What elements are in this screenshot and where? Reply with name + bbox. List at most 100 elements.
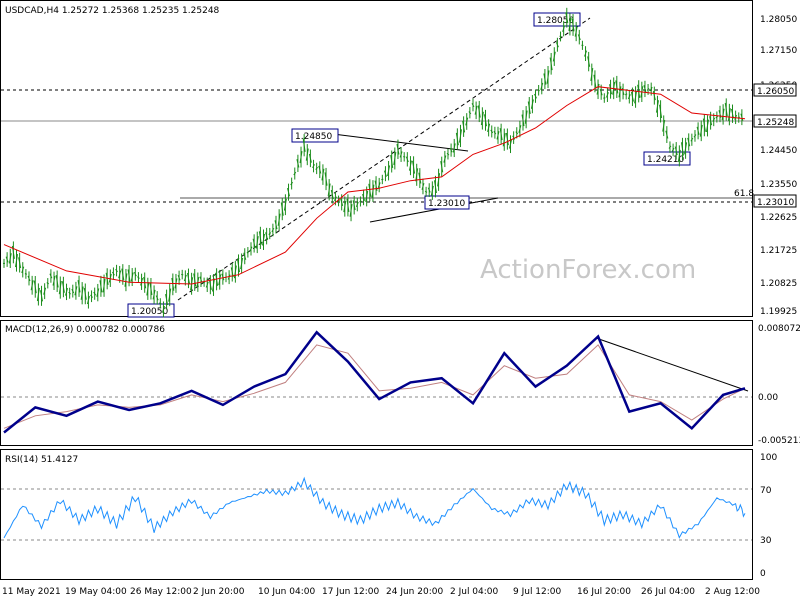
- candle-body: [502, 133, 506, 147]
- candle-body: [115, 269, 118, 273]
- candle-body: [684, 142, 688, 155]
- candle-body: [221, 273, 225, 281]
- candle-body: [302, 138, 306, 152]
- candle-body: [49, 273, 53, 279]
- x-tick: 17 Jun 12:00: [322, 587, 379, 597]
- candle-body: [543, 73, 547, 85]
- candle-body: [330, 189, 334, 200]
- candle-body: [665, 130, 669, 139]
- candle-body: [5, 256, 9, 263]
- candle-body: [77, 280, 81, 293]
- candle-body: [568, 17, 572, 32]
- candle-body: [349, 204, 353, 217]
- candle-body: [36, 287, 40, 302]
- price-tick: 1.23550: [760, 180, 797, 190]
- candle-body: [480, 111, 484, 126]
- candle-body: [149, 282, 153, 296]
- price-tick: 1.22625: [760, 213, 797, 223]
- candle-body: [127, 269, 131, 282]
- candle-body: [377, 182, 381, 188]
- candle-body: [702, 118, 706, 132]
- candle-body: [265, 232, 269, 241]
- candle-body: [181, 273, 184, 276]
- candle-body: [677, 149, 681, 162]
- candle-body: [624, 93, 628, 96]
- trend-line-dashed: [177, 17, 591, 301]
- x-tick: 24 Jun 20:00: [386, 587, 443, 597]
- candle-body: [211, 278, 215, 292]
- annotation-box: [424, 195, 470, 210]
- rsi-series: [3, 476, 746, 539]
- candle-body: [449, 147, 453, 153]
- candle-body: [474, 105, 478, 115]
- candle-body: [659, 104, 663, 119]
- candle-body: [71, 288, 75, 294]
- candle-body: [721, 108, 725, 121]
- candle-body: [740, 113, 744, 121]
- candle-body: [471, 103, 475, 108]
- candle-body: [262, 233, 265, 246]
- candle-body: [118, 270, 122, 279]
- candle-body: [74, 286, 78, 296]
- candle-body: [540, 82, 544, 90]
- candle-body: [315, 166, 319, 170]
- candle-body: [355, 201, 359, 208]
- candle-body: [465, 117, 469, 126]
- candle-body: [649, 86, 653, 92]
- triangle-bottom-line: [369, 197, 499, 223]
- moving-average-line: [3, 86, 746, 285]
- candle-body: [584, 50, 588, 57]
- rsi-tick: 30: [760, 536, 772, 546]
- candle-body: [321, 168, 325, 181]
- candle-body: [555, 42, 559, 48]
- candle-body: [99, 280, 103, 293]
- x-axis: 11 May 2021 19 May 04:00 26 May 12:00 2 …: [2, 587, 760, 597]
- candle-body: [477, 105, 481, 118]
- candle-body: [83, 287, 87, 300]
- candle-body: [312, 164, 315, 169]
- candle-body: [458, 129, 462, 143]
- price-y-axis: 1.28050 1.27150 1.26250 1.24450 1.23550 …: [760, 15, 797, 317]
- candle-body: [337, 199, 340, 203]
- annotation-label: 1.23010: [428, 199, 465, 209]
- candle-body: [415, 168, 419, 182]
- candle-body: [618, 86, 622, 98]
- candle-body: [199, 276, 203, 283]
- candle-body: [715, 115, 719, 119]
- x-tick: 10 Jun 04:00: [258, 587, 315, 597]
- macd-signal-line: [3, 344, 746, 429]
- candle-body: [249, 246, 253, 252]
- price-tick: 1.28050: [760, 15, 797, 25]
- candle-body: [18, 257, 22, 269]
- candle-body: [559, 35, 562, 38]
- candle-body: [452, 143, 456, 153]
- candle-body: [699, 124, 703, 137]
- candle-body: [565, 12, 569, 24]
- level-box-label: 1.26050: [757, 87, 794, 97]
- candle-body: [518, 125, 522, 133]
- candle-body: [674, 146, 678, 156]
- level-box: [753, 83, 797, 97]
- candle-body: [155, 295, 159, 301]
- candle-body: [433, 180, 437, 193]
- candle-body: [693, 134, 697, 138]
- candle-body: [93, 291, 97, 296]
- annotation-box: [127, 303, 175, 318]
- candle-body: [296, 159, 300, 168]
- candle-body: [15, 254, 19, 268]
- candle-body: [183, 274, 187, 282]
- x-tick: 2 Jul 04:00: [450, 587, 499, 597]
- macd-tick: -0.005213: [758, 436, 800, 446]
- candle-body: [133, 271, 137, 277]
- candle-body: [680, 142, 684, 156]
- candle-body: [246, 251, 250, 254]
- candle-body: [46, 282, 50, 285]
- candle-body: [121, 268, 125, 281]
- candle-body: [240, 257, 244, 270]
- candle-body: [305, 148, 309, 161]
- candle-body: [546, 70, 550, 84]
- annotation-label: 1.24850: [295, 132, 332, 142]
- candle-body: [374, 180, 378, 191]
- candle-body: [574, 26, 578, 37]
- candle-body: [196, 276, 200, 288]
